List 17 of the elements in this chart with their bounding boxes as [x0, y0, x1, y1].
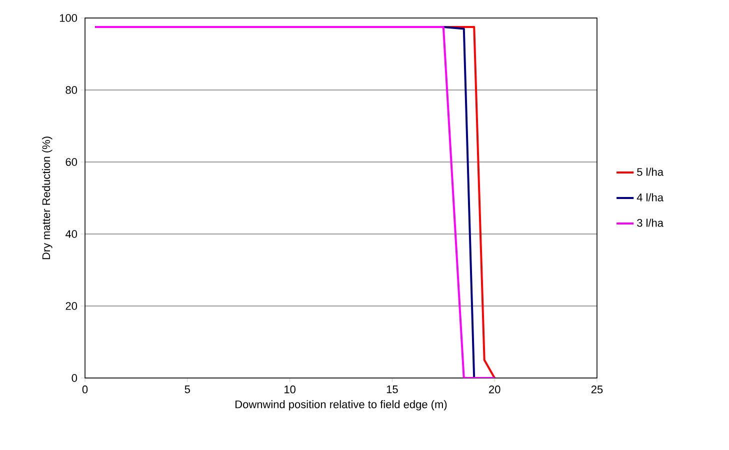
legend-label: 4 l/ha	[636, 193, 664, 202]
x-tick-label: 20	[489, 386, 500, 394]
y-tick-label: 100	[60, 14, 78, 22]
x-tick-label: 25	[591, 386, 603, 394]
y-axis-title: Dry matter Reduction (%)	[42, 136, 52, 260]
legend-label: 3 l/ha	[637, 218, 664, 227]
y-tick-label: 60	[66, 158, 78, 166]
y-tick-label: 20	[66, 302, 78, 310]
y-tick-label: 40	[65, 230, 78, 238]
legend-label: 5 l/ha	[637, 168, 664, 176]
y-tick-label: 80	[66, 86, 78, 94]
x-axis-title: Downwind position relative to field edge (m)	[236, 400, 447, 410]
x-tick-label: 10	[284, 386, 296, 394]
x-tick-label: 5	[184, 386, 190, 394]
x-tick-label: 0	[82, 386, 88, 394]
y-tick-label: 0	[72, 374, 78, 382]
x-tick-label: 15	[386, 386, 398, 394]
